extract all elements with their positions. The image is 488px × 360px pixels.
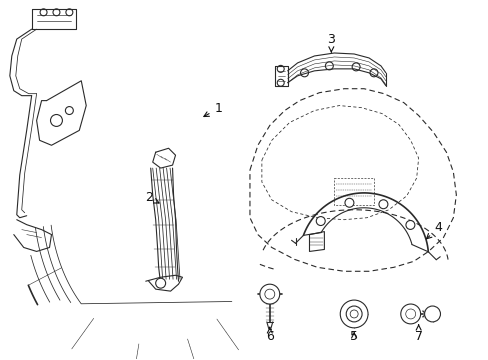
Text: 1: 1 [203,102,222,117]
Circle shape [424,306,440,322]
Circle shape [344,198,353,207]
Text: 5: 5 [349,330,357,343]
Text: 7: 7 [414,325,422,343]
Text: 4: 4 [426,221,442,239]
Circle shape [400,304,420,324]
Circle shape [259,284,279,304]
Circle shape [405,220,414,229]
Circle shape [316,217,325,225]
Text: 3: 3 [327,33,335,52]
Circle shape [346,306,361,322]
Text: 6: 6 [265,327,273,343]
Circle shape [340,300,367,328]
Circle shape [378,200,387,209]
Text: 2: 2 [144,192,159,204]
Circle shape [50,114,62,126]
Circle shape [155,278,165,288]
